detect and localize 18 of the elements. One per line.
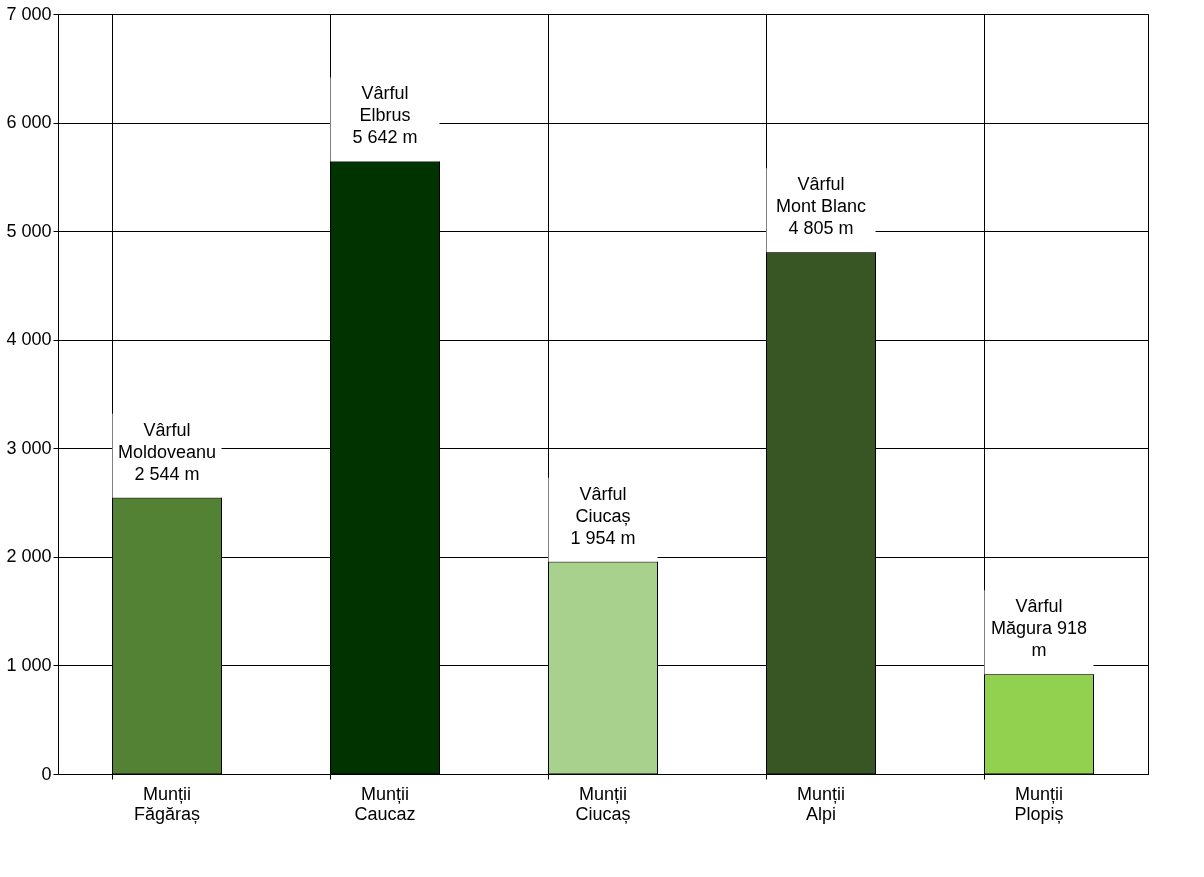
x-tick-label: Munții Făgăraș — [133, 783, 201, 824]
y-tick-label: 6 000 — [6, 112, 52, 133]
data-label: Vârful Mont Blanc 4 805 m — [775, 174, 867, 239]
x-tick-label: Munții Alpi — [796, 783, 846, 824]
y-tick-label: 2 000 — [6, 546, 52, 567]
y-tick-label: 5 000 — [6, 220, 52, 241]
y-tick-label: 1 000 — [6, 654, 52, 675]
x-tick-label: Munții Caucaz — [354, 783, 416, 824]
x-tick-label: Munții Plopiș — [1014, 783, 1064, 824]
y-tick-label: 3 000 — [6, 437, 52, 458]
y-tick-label: 4 000 — [6, 329, 52, 350]
y-tick-label: 0 — [41, 763, 52, 784]
data-label: Vârful Ciucaș 1 954 m — [570, 483, 636, 548]
y-tick-label: 7 000 — [6, 3, 52, 24]
data-label: Vârful Elbrus 5 642 m — [352, 83, 418, 148]
x-tick-label: Munții Ciucaș — [575, 783, 631, 824]
data-label: Vârful Moldoveanu 2 544 m — [117, 419, 217, 484]
data-label: Vârful Măgura 918 m — [990, 596, 1088, 661]
